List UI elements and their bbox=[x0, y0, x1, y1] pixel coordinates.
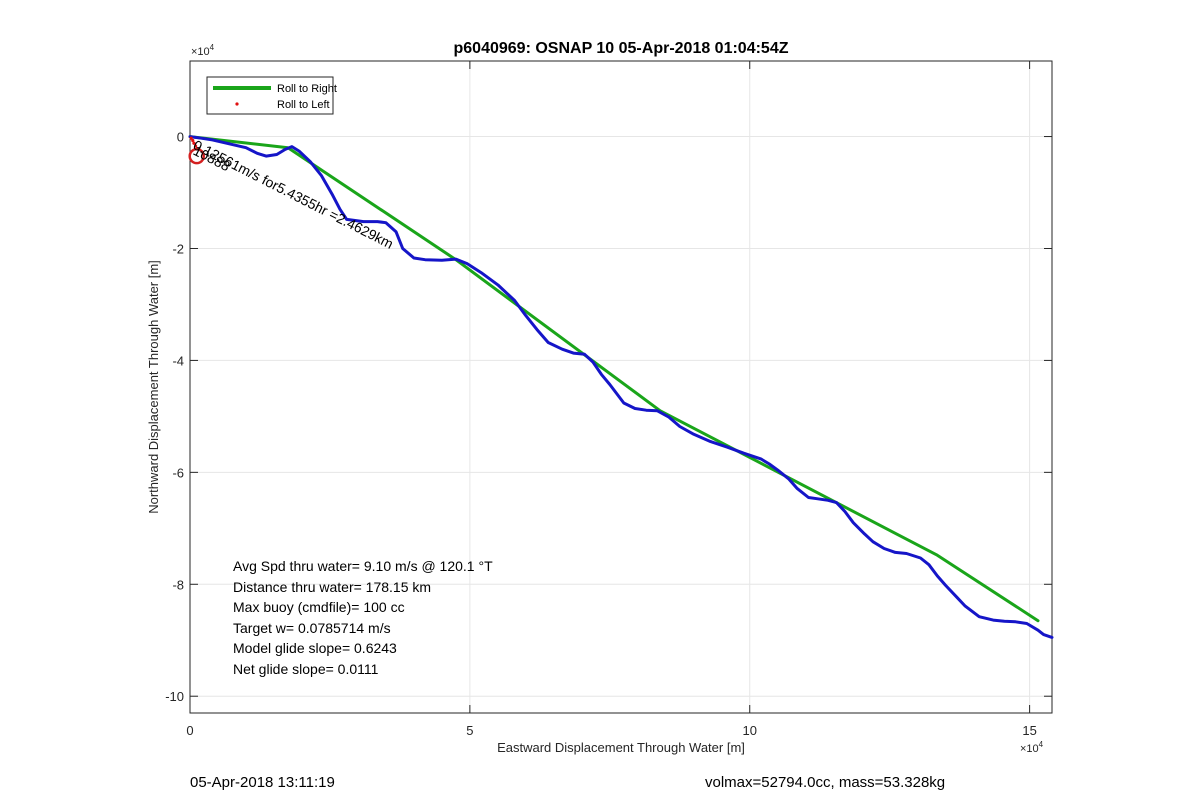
legend-label-roll-left: Roll to Left bbox=[277, 99, 330, 111]
stat-distance: Distance thru water= 178.15 km bbox=[233, 579, 431, 595]
stat-avg-speed: Avg Spd thru water= 9.10 m/s @ 120.1 °T bbox=[233, 558, 493, 574]
x-tick-label: 0 bbox=[186, 723, 193, 738]
chart-title: p6040969: OSNAP 10 05-Apr-2018 01:04:54Z bbox=[454, 40, 789, 57]
roll-to-left-point bbox=[189, 136, 193, 140]
y-tick-label: -6 bbox=[172, 465, 184, 480]
stats-block: Avg Spd thru water= 9.10 m/s @ 120.1 °T … bbox=[233, 558, 493, 677]
legend-label-roll-right: Roll to Right bbox=[277, 83, 337, 95]
stat-max-buoy: Max buoy (cmdfile)= 100 cc bbox=[233, 599, 405, 615]
x-tick-label: 10 bbox=[743, 723, 757, 738]
y-tick-label: -4 bbox=[172, 353, 184, 368]
x-axis-label: Eastward Displacement Through Water [m] bbox=[497, 740, 745, 755]
roll-to-left-point bbox=[193, 144, 198, 148]
legend: Roll to Right Roll to Left bbox=[206, 76, 337, 115]
y-tick-label: -8 bbox=[172, 577, 184, 592]
legend-swatch-roll-left bbox=[235, 102, 239, 106]
stat-model-glide-slope: Model glide slope= 0.6243 bbox=[233, 640, 397, 656]
tick-labels: 0 5 10 15 0 -2 -4 -6 -8 -10 bbox=[165, 130, 1037, 738]
plot-area bbox=[189, 60, 1053, 714]
x-tick-label: 15 bbox=[1022, 723, 1036, 738]
stat-target-w: Target w= 0.0785714 m/s bbox=[233, 620, 391, 636]
roll-to-right-line bbox=[188, 135, 1040, 623]
y-axis-label: Northward Displacement Through Water [m] bbox=[146, 260, 161, 514]
axis-ticks bbox=[189, 61, 1052, 713]
y-tick-label: 0 bbox=[177, 130, 184, 145]
y-tick-label: -2 bbox=[172, 241, 184, 256]
start-marker bbox=[188, 147, 205, 165]
legend-box bbox=[206, 76, 334, 115]
track-line bbox=[188, 135, 1054, 639]
y-tick-label: -10 bbox=[165, 689, 184, 704]
y-exponent-label: ×104 bbox=[191, 43, 215, 58]
roll-to-left-point bbox=[192, 141, 196, 145]
grid-lines bbox=[189, 61, 1052, 713]
footer-timestamp: 05-Apr-2018 13:11:19 bbox=[190, 774, 335, 791]
x-tick-label: 5 bbox=[466, 723, 473, 738]
roll-to-left-point bbox=[191, 138, 195, 143]
footer-volmax-mass: volmax=52794.0cc, mass=53.328kg bbox=[705, 774, 946, 791]
series-layer bbox=[188, 135, 1054, 639]
stat-net-glide-slope: Net glide slope= 0.0111 bbox=[233, 661, 379, 677]
x-exponent-label: ×104 bbox=[1020, 740, 1044, 755]
